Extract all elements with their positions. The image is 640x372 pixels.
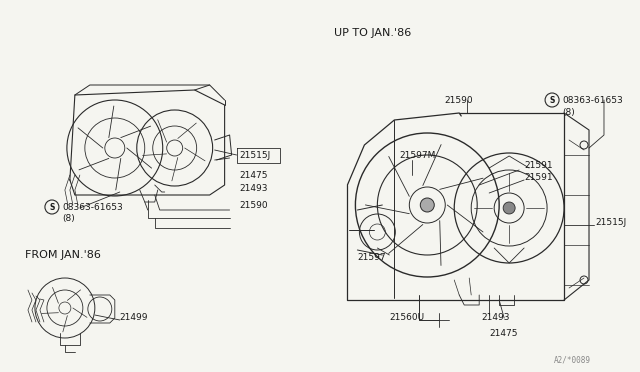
Text: 21493: 21493: [481, 314, 509, 323]
Text: 08363-61653: 08363-61653: [62, 202, 123, 212]
Text: 21590: 21590: [444, 96, 473, 105]
Text: 21560U: 21560U: [389, 314, 424, 323]
Text: S: S: [49, 202, 54, 212]
Text: A2/*0089: A2/*0089: [554, 356, 591, 365]
Text: (8): (8): [62, 214, 75, 222]
Text: UP TO JAN.'86: UP TO JAN.'86: [335, 28, 412, 38]
Circle shape: [503, 202, 515, 214]
Text: 21493: 21493: [239, 183, 268, 192]
Text: 21591: 21591: [524, 160, 553, 170]
Text: S: S: [549, 96, 555, 105]
Text: 21515J: 21515J: [239, 151, 271, 160]
Text: 21475: 21475: [489, 328, 518, 337]
Text: 08363-61653: 08363-61653: [562, 96, 623, 105]
Circle shape: [420, 198, 435, 212]
Text: 21591: 21591: [524, 173, 553, 182]
Text: 21597: 21597: [357, 253, 386, 262]
Text: 21515J: 21515J: [595, 218, 627, 227]
Text: 21590: 21590: [239, 201, 268, 209]
Text: 21475: 21475: [239, 170, 268, 180]
Text: FROM JAN.'86: FROM JAN.'86: [25, 250, 101, 260]
Text: 21499: 21499: [120, 314, 148, 323]
Text: (8): (8): [562, 108, 575, 116]
Text: 21597M: 21597M: [399, 151, 436, 160]
